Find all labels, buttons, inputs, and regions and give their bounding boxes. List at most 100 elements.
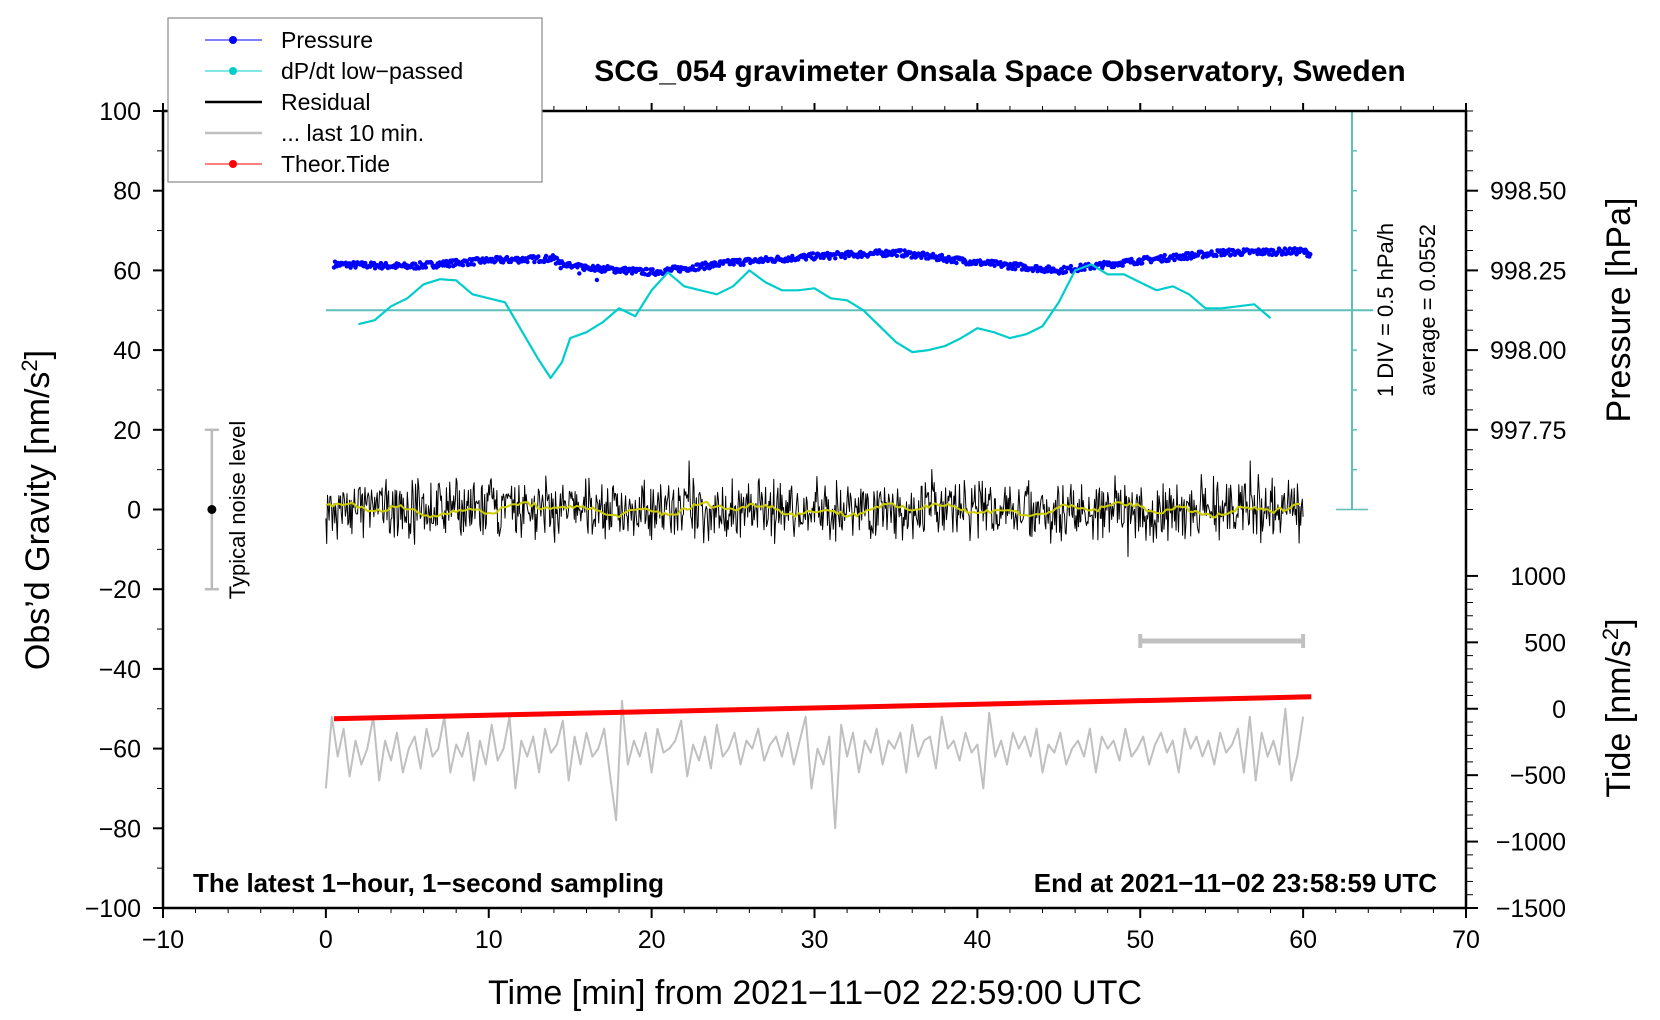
pressure-tick-label: 998.00 [1490, 337, 1566, 365]
bottom-left-note: The latest 1−hour, 1−second sampling [193, 868, 664, 898]
pressure-point [731, 262, 736, 267]
pressure-point [1308, 252, 1313, 257]
pressure-point [810, 251, 816, 256]
div-label: 1 DIV = 0.5 hPa/h [1373, 223, 1398, 397]
pressure-point [954, 260, 959, 266]
legend: Pressure dP/dt low−passed Residual ... last… [167, 17, 543, 183]
pressure-point [1140, 261, 1145, 266]
x-tick-label: 0 [319, 926, 333, 954]
pressure-point [1068, 263, 1074, 269]
pressure-point [532, 259, 537, 265]
axes: −10 0 10 20 30 40 50 60 70100806040200−20−40−60−… [85, 98, 1567, 954]
y-tick-label: −60 [99, 736, 141, 764]
pressure-point [803, 257, 809, 262]
pressure-point [898, 248, 903, 253]
pressure-point [821, 255, 826, 261]
residual-series [325, 460, 1304, 558]
pressure-tick-label: 997.75 [1490, 417, 1566, 445]
pressure-point [1111, 264, 1117, 270]
y-tick-label: −40 [99, 656, 141, 684]
tide-tick-label: −1000 [1496, 829, 1566, 857]
pressure-point [423, 265, 429, 270]
pressure-tick-label: 998.50 [1490, 178, 1566, 206]
y-tick-label: 20 [113, 417, 141, 445]
y-tick-label: −100 [85, 895, 141, 923]
pressure-point [737, 257, 742, 262]
pressure-point [933, 254, 939, 259]
pressure-series [331, 246, 1313, 283]
x-tick-label: 20 [638, 926, 666, 954]
legend-marker [229, 36, 237, 44]
pressure-point [378, 260, 384, 266]
y-tick-label: 0 [127, 497, 141, 525]
pressure-point [558, 266, 563, 271]
residual-mean-series [325, 501, 1300, 519]
y-axis-label-pressure: Pressure [hPa] [1600, 198, 1638, 423]
y-tick-label: 100 [99, 98, 141, 126]
pressure-point [833, 256, 838, 261]
pressure-point [1120, 263, 1125, 268]
x-tick-label: 10 [475, 926, 503, 954]
tide-tick-label: 0 [1552, 696, 1566, 724]
pressure-point [827, 256, 832, 261]
dpdt-series [358, 263, 1272, 380]
pressure-point [1129, 256, 1134, 262]
pressure-point [813, 255, 818, 260]
bottom-right-note: End at 2021−11−02 23:58:59 UTC [1034, 868, 1437, 898]
legend-label: Residual [281, 89, 371, 115]
tide-tick-label: −500 [1510, 762, 1566, 790]
tide-series [333, 694, 1312, 722]
pressure-point [912, 251, 917, 256]
pressure-point [577, 271, 582, 276]
pressure-point [525, 259, 530, 265]
pressure-point [1214, 253, 1219, 259]
noise-level-label: Typical noise level [225, 421, 250, 600]
chart-title: SCG_054 gravimeter Onsala Space Observat… [594, 55, 1406, 88]
tide-tick-label: −1500 [1496, 895, 1566, 923]
legend-marker [229, 160, 237, 168]
x-tick-label: 30 [801, 926, 829, 954]
y-tick-label: −20 [99, 576, 141, 604]
legend-label: Theor.Tide [281, 151, 390, 177]
pressure-point [536, 254, 541, 259]
pressure-point [447, 264, 452, 269]
pressure-point [677, 269, 683, 274]
y-axis-label-tide: Tide [nm/s2] [1598, 618, 1638, 797]
legend-label: dP/dt low−passed [281, 58, 463, 84]
pressure-point [594, 277, 600, 283]
pressure-point [842, 255, 848, 261]
pressure-point [1228, 252, 1234, 257]
y-axis-label-left: Obs’d Gravity [nm/s2] [17, 350, 57, 670]
x-tick-label: 50 [1126, 926, 1154, 954]
legend-marker [229, 67, 237, 75]
pressure-point [1162, 252, 1167, 258]
legend-box [167, 17, 543, 183]
pressure-point [1063, 269, 1069, 275]
legend-label: ... last 10 min. [281, 120, 424, 146]
pressure-point [716, 263, 722, 268]
noise-bar-center [207, 505, 217, 514]
y-tick-label: 60 [113, 257, 141, 285]
pressure-point [647, 271, 652, 276]
pressure-point [919, 255, 924, 260]
pressure-point [1013, 267, 1018, 272]
plot-marks [204, 110, 1374, 830]
pressure-point [471, 262, 476, 267]
pressure-tick-label: 998.25 [1490, 257, 1566, 285]
tide-tick-label: 500 [1524, 629, 1566, 657]
x-tick-label: 70 [1452, 926, 1480, 954]
y-tick-label: 80 [113, 178, 141, 206]
pressure-point [644, 266, 649, 272]
pressure-point [894, 253, 900, 258]
pressure-point [741, 262, 746, 267]
x-axis-label: Time [min] from 2021−11−02 22:59:00 UTC [488, 974, 1142, 1012]
y-tick-label: −80 [99, 815, 141, 843]
x-tick-label: −10 [142, 926, 184, 954]
pressure-point [460, 263, 466, 268]
x-tick-label: 60 [1289, 926, 1317, 954]
pressure-point [902, 248, 907, 253]
y-tick-label: 40 [113, 337, 141, 365]
pressure-point [1172, 257, 1177, 263]
last-10-min-series [324, 699, 1305, 830]
legend-label: Pressure [281, 27, 373, 53]
